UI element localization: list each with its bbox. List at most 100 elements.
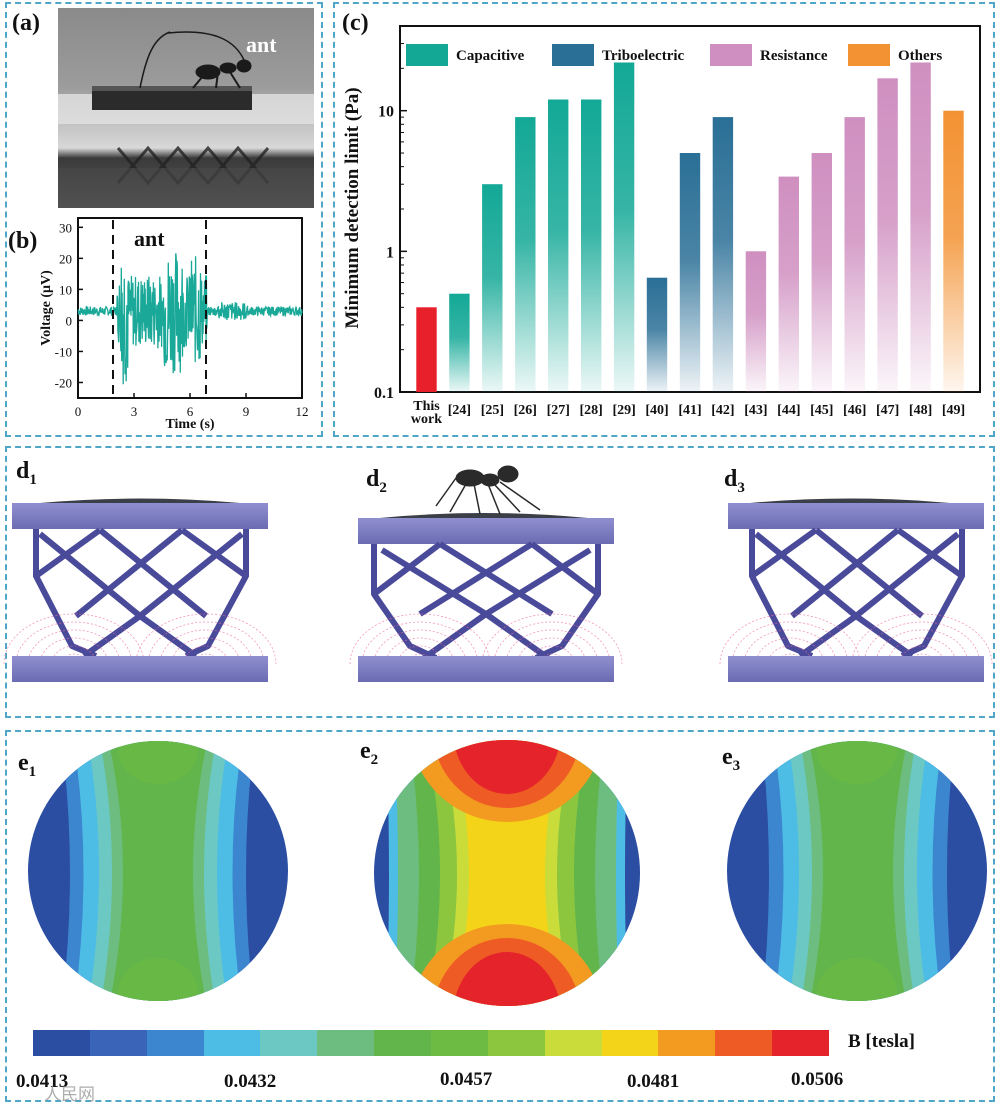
- y-ticks: 0.1 1 10: [374, 25, 407, 402]
- panel-ab: [5, 2, 323, 437]
- panel-label-d1: d1: [16, 458, 37, 488]
- x-tick-label: [44]: [777, 403, 800, 418]
- x-tick-label: 3: [131, 404, 138, 419]
- panel-c: [333, 2, 995, 437]
- colorbar-segment: [260, 1030, 318, 1056]
- x-tick-label: 0: [75, 404, 82, 419]
- signal-plot: 30 20 10 0 -10 -20 0 3 6 9 12 ant Time (s) Voltag…: [39, 217, 309, 432]
- y-tick-label: 10: [378, 104, 394, 121]
- contour-e3: [727, 741, 987, 1001]
- bar: [449, 293, 470, 392]
- contour-e1: [28, 741, 288, 1001]
- colorbar-tick-1: 0.0413: [16, 1071, 69, 1092]
- bar: [811, 153, 832, 392]
- bar: [482, 184, 503, 392]
- legend: Capacitive Triboelectric Resistance Others: [406, 44, 942, 66]
- colorbar-tick-2: 0.0432: [224, 1071, 277, 1092]
- x-tick-label: [45]: [810, 403, 833, 418]
- y-ticks: 30 20 10 0 -10 -20: [55, 220, 83, 390]
- y-tick-label: 30: [59, 220, 72, 235]
- x-axis-label: Time (s): [165, 417, 214, 432]
- colorbar-tick-3: 0.0457: [440, 1069, 493, 1090]
- colorbar-segment: [33, 1030, 90, 1056]
- x-tick-label: [24]: [448, 403, 471, 418]
- panel-label-d2: d2: [366, 466, 387, 496]
- legend-swatch: [848, 44, 890, 66]
- ant-3d: [435, 465, 541, 515]
- panel-label-e2: e2: [360, 738, 379, 768]
- watermark: 人民网: [44, 1085, 95, 1105]
- colorbar-segment: [89, 1030, 147, 1056]
- x-tick-label: 9: [243, 404, 250, 419]
- x-tick-label: [43]: [744, 403, 767, 418]
- x-tick-label: [47]: [876, 403, 899, 418]
- structure-d2: [349, 465, 623, 682]
- legend-label: Resistance: [760, 48, 828, 64]
- colorbar-tick-4: 0.0481: [627, 1071, 680, 1092]
- colorbar-segment: [772, 1030, 830, 1056]
- x-tick-label: [26]: [514, 403, 537, 418]
- y-axis-label: Minimum detection limit (Pa): [342, 87, 363, 328]
- x-ticks: 0 3 6 9 12: [75, 393, 309, 419]
- x-tick-label: work: [411, 412, 442, 427]
- field-contour-maps: [28, 740, 987, 1006]
- voltage-trace: [77, 253, 303, 385]
- y-tick-label: -10: [55, 344, 72, 359]
- x-tick-label: [25]: [481, 403, 504, 418]
- colorbar-tick-5: 0.0506: [791, 1069, 844, 1090]
- colorbar-segment: [317, 1030, 375, 1056]
- bar: [943, 110, 964, 392]
- bar: [877, 78, 898, 393]
- colorbar-segment: [601, 1030, 659, 1056]
- legend-swatch: [406, 44, 448, 66]
- y-tick-label: 1: [386, 244, 394, 261]
- x-tick-label: [27]: [547, 403, 570, 418]
- y-tick-label: 10: [59, 282, 72, 297]
- ant-photo: ant: [58, 8, 314, 208]
- signal-annotation: ant: [134, 226, 165, 251]
- y-tick-label: -20: [55, 375, 72, 390]
- bar: [548, 99, 569, 392]
- bar: [910, 62, 931, 392]
- colorbar-segment: [431, 1030, 488, 1056]
- colorbar-segment: [374, 1030, 432, 1056]
- x-tick-label: This: [413, 399, 440, 414]
- x-tick-label: 6: [187, 404, 194, 419]
- colorbar-segment: [146, 1030, 204, 1056]
- bars: [416, 62, 964, 393]
- bar: [613, 62, 635, 392]
- panel-label-a: (a): [12, 10, 40, 36]
- panel-d: [5, 446, 995, 718]
- photo-ant-label: ant: [246, 32, 277, 57]
- bar: [745, 251, 767, 392]
- x-tick-label: [29]: [612, 403, 635, 418]
- colorbar-segment: [203, 1030, 261, 1056]
- bar: [646, 277, 668, 392]
- x-tick-label: [40]: [645, 403, 668, 418]
- legend-swatch: [710, 44, 752, 66]
- colorbar-segment: [487, 1030, 545, 1056]
- x-tick-label: 12: [296, 404, 309, 419]
- panel-label-d3: d3: [724, 466, 745, 496]
- bar: [581, 99, 602, 392]
- bar: [712, 117, 734, 392]
- legend-label: Capacitive: [456, 48, 525, 64]
- colorbar-segment: [715, 1030, 773, 1056]
- bar: [416, 307, 437, 392]
- colorbar-segment: [544, 1030, 602, 1056]
- bar: [844, 117, 865, 392]
- y-axis-label: Voltage (μV): [39, 270, 54, 346]
- panel-label-b: (b): [8, 228, 38, 254]
- panel-e: [5, 730, 995, 1102]
- x-tick-label: [46]: [843, 403, 866, 418]
- structure-diagrams: [3, 465, 993, 682]
- contour-e2: [374, 740, 640, 1006]
- legend-label: Triboelectric: [602, 48, 685, 64]
- colorbar-segment: [658, 1030, 716, 1056]
- panel-label-e1: e1: [18, 750, 37, 780]
- x-tick-label: [48]: [909, 403, 932, 418]
- colorbar: [33, 1030, 830, 1056]
- bar: [679, 153, 701, 392]
